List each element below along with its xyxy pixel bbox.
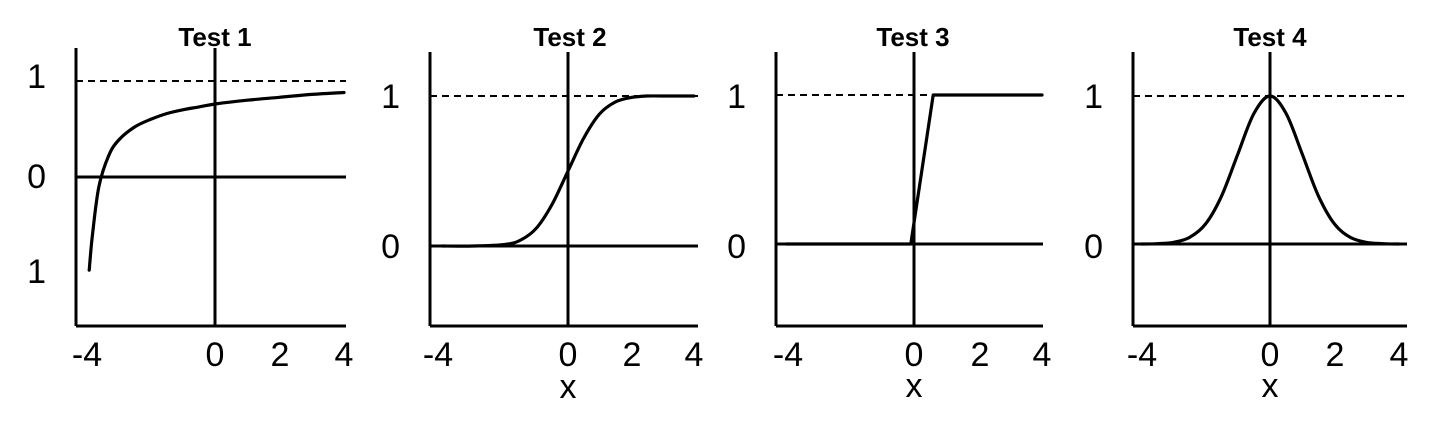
x-axis-label: x bbox=[1262, 367, 1279, 405]
y-tick-label: 1 bbox=[727, 78, 746, 116]
series-line bbox=[784, 93, 1044, 246]
y-tick-label: 1 bbox=[1084, 78, 1103, 116]
y-tick-label: 0 bbox=[727, 228, 746, 266]
series-line bbox=[440, 94, 696, 248]
series-line bbox=[87, 90, 346, 272]
chart-title: Test 4 bbox=[1233, 22, 1307, 52]
x-axis-label: x bbox=[560, 368, 577, 406]
x-tick-label: 4 bbox=[1390, 336, 1409, 374]
chart-title: Test 3 bbox=[876, 22, 949, 52]
chart-panel-3: Test 3 1 0 -4 0 2 4 x bbox=[727, 22, 1051, 405]
x-tick-label: 4 bbox=[335, 336, 354, 374]
x-tick-label: 0 bbox=[1261, 336, 1280, 374]
y-tick-label: 1 bbox=[27, 58, 46, 96]
chart-panel-4: Test 4 1 0 -4 0 2 4 x bbox=[1084, 22, 1408, 405]
series-line bbox=[1139, 94, 1401, 246]
x-tick-label: 2 bbox=[1326, 336, 1345, 374]
x-tick-label: -4 bbox=[423, 336, 453, 374]
x-tick-label: 0 bbox=[206, 336, 225, 374]
x-tick-label: 2 bbox=[971, 336, 990, 374]
x-axis-label: x bbox=[906, 367, 923, 405]
x-tick-label: 2 bbox=[623, 336, 642, 374]
x-tick-label: -4 bbox=[72, 336, 102, 374]
chart-title: Test 2 bbox=[533, 22, 606, 52]
x-tick-label: 2 bbox=[271, 336, 290, 374]
x-tick-label: -4 bbox=[773, 336, 803, 374]
x-tick-label: 4 bbox=[1033, 336, 1052, 374]
y-tick-label: 1 bbox=[27, 253, 46, 291]
chart-title: Test 1 bbox=[178, 22, 251, 52]
chart-panel-2: Test 2 1 0 -4 0 2 4 x bbox=[381, 22, 703, 406]
x-tick-label: -4 bbox=[1127, 336, 1157, 374]
x-tick-label: 4 bbox=[685, 336, 704, 374]
y-tick-label: 0 bbox=[27, 158, 46, 196]
x-tick-label: 0 bbox=[905, 336, 924, 374]
x-tick-label: 0 bbox=[559, 336, 578, 374]
chart-panel-1: Test 1 1 0 1 -4 0 2 4 bbox=[27, 22, 353, 374]
y-tick-label: 1 bbox=[381, 78, 400, 116]
y-tick-label: 0 bbox=[381, 228, 400, 266]
y-tick-label: 0 bbox=[1084, 228, 1103, 266]
